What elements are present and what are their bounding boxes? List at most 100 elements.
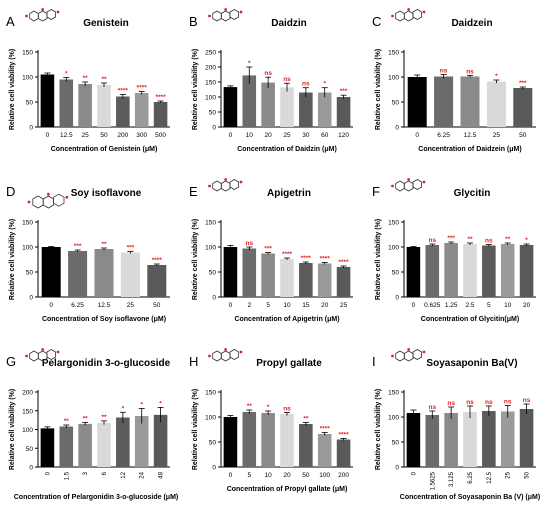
panel-letter: C xyxy=(372,14,381,29)
x-tick-label: 1.5625 xyxy=(430,471,436,490)
x-tick-label: 0 xyxy=(411,471,417,475)
x-tick-label: 1.5 xyxy=(64,471,70,480)
y-tick-label: 100 xyxy=(22,427,33,434)
molecule-ring xyxy=(412,349,422,360)
y-tick-label: 0 xyxy=(29,465,33,472)
bar xyxy=(40,74,55,127)
x-tick-label: 5 xyxy=(247,472,251,479)
bar xyxy=(299,263,313,297)
panel-title: Glycitin xyxy=(454,188,491,199)
y-tick-label: 50 xyxy=(209,110,217,117)
x-tick-label: 24 xyxy=(140,471,146,478)
significance-label: ns xyxy=(283,406,291,413)
bar xyxy=(444,243,458,297)
bar xyxy=(116,96,130,127)
y-tick-label: 50 xyxy=(26,270,34,277)
x-tick-label: 200 xyxy=(117,132,128,139)
bar xyxy=(78,84,92,127)
bar xyxy=(242,248,257,297)
molecule-ring xyxy=(412,9,422,20)
molecule-atom xyxy=(422,350,426,354)
bar xyxy=(486,81,506,127)
x-tick-label: 50 xyxy=(519,132,527,139)
chart-panel-d: D Soy isoflavone 0 50 100 150 Relative cell vi… xyxy=(6,184,170,323)
y-tick-label: 0 xyxy=(29,295,33,302)
molecule-ring xyxy=(395,350,405,362)
x-tick-label: 6.25 xyxy=(468,471,474,483)
bar xyxy=(317,263,332,297)
x-axis-label: Concentration of Soy isoflavone (μM) xyxy=(42,316,166,323)
chart-panel-a: A Genistein 0 50 100 150 Relative cell viabili… xyxy=(6,8,170,153)
x-tick-label: 0 xyxy=(229,302,233,309)
panel-letter: H xyxy=(189,354,198,369)
panel-letter: I xyxy=(372,354,376,369)
significance-label: **** xyxy=(152,257,163,264)
x-tick-label: 25 xyxy=(82,132,90,139)
x-axis-label: Concentration of Genistein (μM) xyxy=(51,146,158,153)
significance-label: *** xyxy=(74,243,82,250)
significance-label: **** xyxy=(282,251,293,258)
y-axis-label: Relative cell viability (%) xyxy=(192,389,199,470)
x-tick-label: 3 xyxy=(83,471,89,475)
y-tick-label: 150 xyxy=(205,80,216,87)
bar xyxy=(336,97,351,127)
x-tick-label: 2.5 xyxy=(465,302,474,309)
bar xyxy=(482,245,496,297)
molecule-ring xyxy=(212,10,222,22)
bar xyxy=(97,85,111,127)
y-tick-label: 150 xyxy=(388,220,399,227)
x-tick-label: 6.25 xyxy=(71,302,84,309)
x-tick-label: 5 xyxy=(487,302,491,309)
y-tick-label: 50 xyxy=(392,440,400,447)
x-tick-label: 0 xyxy=(49,302,53,309)
bar xyxy=(223,247,238,297)
molecule-ring xyxy=(220,10,231,22)
panel-letter: A xyxy=(6,14,15,29)
molecule-atom xyxy=(422,180,426,184)
x-tick-label: 50 xyxy=(302,472,310,479)
significance-label: * xyxy=(65,71,68,78)
x-tick-label: 5 xyxy=(266,302,270,309)
significance-label: ** xyxy=(247,403,253,410)
y-tick-label: 100 xyxy=(22,75,33,82)
significance-label: ns xyxy=(466,399,474,406)
significance-label: ** xyxy=(467,236,473,243)
x-tick-label: 6 xyxy=(102,471,108,475)
x-tick-label: 12.5 xyxy=(98,302,111,309)
x-axis-label: Concentration of Daidzin (μM) xyxy=(237,146,337,153)
x-tick-label: 0 xyxy=(45,471,51,475)
y-tick-label: 0 xyxy=(212,465,216,472)
significance-label: * xyxy=(495,73,498,80)
x-tick-label: 2 xyxy=(247,302,251,309)
bar xyxy=(41,247,61,297)
molecule-atom xyxy=(391,184,394,188)
y-tick-label: 0 xyxy=(212,295,216,302)
x-tick-label: 20 xyxy=(523,302,531,309)
x-tick-label: 50 xyxy=(525,471,531,478)
x-tick-label: 0 xyxy=(415,132,419,139)
bar xyxy=(406,247,421,297)
y-tick-label: 100 xyxy=(205,415,216,422)
x-tick-label: 0 xyxy=(46,132,50,139)
bar xyxy=(317,434,332,467)
bar xyxy=(78,423,92,467)
significance-label: * xyxy=(159,400,162,407)
y-tick-label: 150 xyxy=(388,50,399,57)
significance-label: *** xyxy=(127,245,135,252)
x-tick-label: 25 xyxy=(493,132,501,139)
molecule-ring xyxy=(212,180,222,192)
y-axis-label: Relative cell viability (%) xyxy=(9,219,16,300)
x-tick-label: 12 xyxy=(121,471,127,478)
bar xyxy=(513,88,533,127)
significance-label: ns xyxy=(504,399,512,406)
bar xyxy=(299,92,313,127)
panel-letter: E xyxy=(189,184,198,199)
significance-label: *** xyxy=(447,235,455,242)
x-tick-label: 25 xyxy=(506,471,512,478)
molecule-atom xyxy=(224,8,228,11)
molecule-ring xyxy=(403,180,414,192)
molecule-atom xyxy=(56,10,60,14)
bar xyxy=(463,244,477,297)
significance-label: ** xyxy=(64,418,70,425)
